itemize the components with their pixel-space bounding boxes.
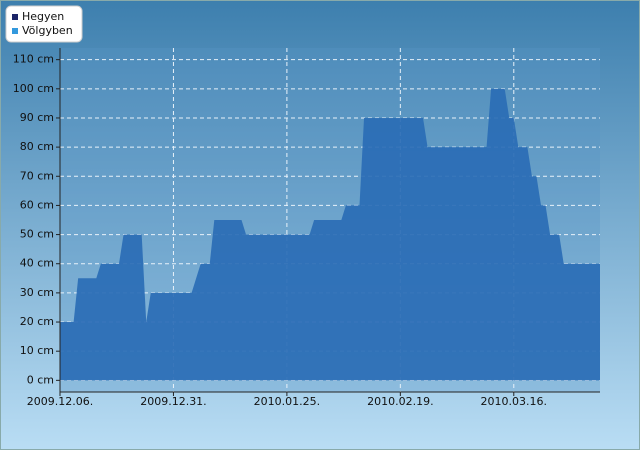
- legend-swatch: [12, 14, 18, 20]
- y-tick-label: 40 cm: [20, 257, 54, 270]
- y-tick-label: 110 cm: [13, 53, 54, 66]
- y-tick-label: 90 cm: [20, 111, 54, 124]
- legend-label: Hegyen: [22, 10, 64, 23]
- x-tick-label: 2010.03.16.: [481, 395, 547, 408]
- y-tick-label: 60 cm: [20, 198, 54, 211]
- legend-swatch: [12, 28, 18, 34]
- y-tick-label: 50 cm: [20, 228, 54, 241]
- x-tick-label: 2010.02.19.: [367, 395, 433, 408]
- x-tick-label: 2009.12.06.: [27, 395, 93, 408]
- y-tick-label: 10 cm: [20, 344, 54, 357]
- legend-label: Völgyben: [22, 24, 73, 37]
- y-tick-label: 80 cm: [20, 140, 54, 153]
- x-tick-label: 2010.01.25.: [254, 395, 320, 408]
- y-tick-label: 70 cm: [20, 169, 54, 182]
- y-tick-label: 30 cm: [20, 286, 54, 299]
- area: [60, 88, 600, 381]
- x-tick-label: 2009.12.31.: [140, 395, 206, 408]
- y-tick-label: 100 cm: [13, 82, 54, 95]
- legend-box: [5, 5, 83, 43]
- y-tick-label: 0 cm: [27, 373, 54, 386]
- y-tick-label: 20 cm: [20, 315, 54, 328]
